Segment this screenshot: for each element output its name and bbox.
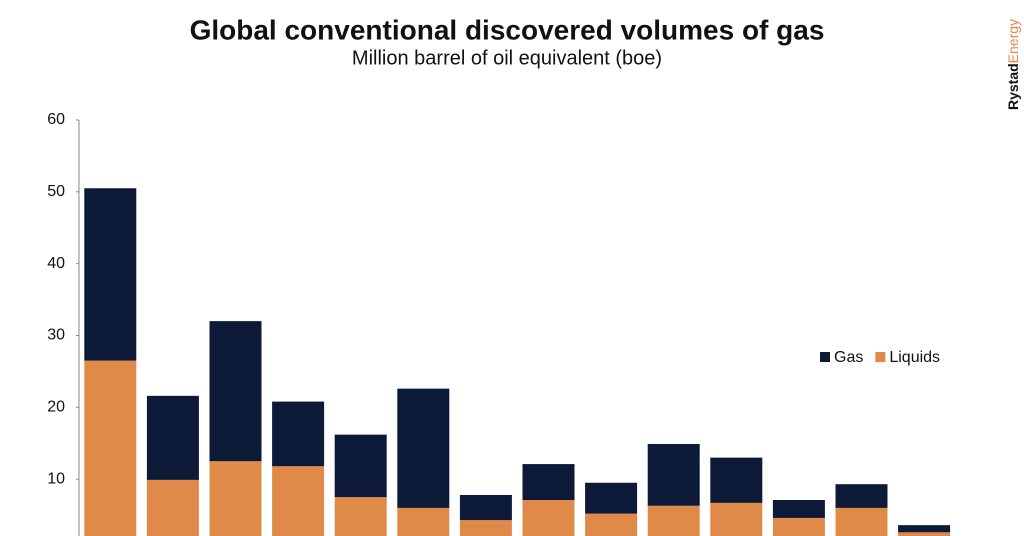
legend-swatch: [820, 352, 830, 362]
bar-segment: [772, 499, 825, 518]
bar-segment: [898, 532, 951, 536]
bar-segment: [84, 360, 137, 536]
legend-swatch: [875, 352, 886, 362]
y-tick-label: 30: [47, 327, 65, 344]
bar-segment: [84, 188, 137, 361]
bar-segment: [209, 321, 262, 462]
logo: RystadEnergy: [1005, 19, 1021, 110]
bar-segment: [522, 499, 575, 536]
bar-segment: [585, 513, 638, 536]
logo-part: Energy: [1005, 19, 1021, 63]
bar-segment: [146, 395, 199, 480]
chart-title: Global conventional discovered volumes o…: [190, 14, 825, 45]
legend-label: Gas: [834, 349, 863, 366]
logo-part: Rystad: [1005, 63, 1021, 110]
bar-segment: [710, 502, 763, 536]
y-tick-label: 50: [47, 183, 65, 200]
y-tick-label: 60: [47, 111, 65, 128]
bar-segment: [146, 479, 199, 536]
bar-segment: [209, 461, 262, 536]
bar-segment: [647, 505, 700, 536]
bar-segment: [835, 484, 888, 508]
bar-segment: [772, 517, 825, 536]
legend-label: Liquids: [889, 349, 940, 366]
y-tick-label: 10: [47, 470, 65, 487]
bar-segment: [835, 507, 888, 536]
chart-subtitle: Million barrel of oil equivalent (boe): [352, 47, 662, 69]
bar-segment: [334, 497, 387, 536]
bar-segment: [459, 520, 512, 536]
bar-segment: [585, 482, 638, 514]
bar-segment: [397, 388, 450, 508]
bar-segment: [272, 401, 325, 467]
y-tick-label: 20: [47, 399, 65, 416]
bar-segment: [334, 434, 387, 498]
bar-segment: [459, 494, 512, 521]
bar-segment: [647, 443, 700, 506]
bar-segment: [898, 525, 951, 533]
y-tick-label: 40: [47, 255, 65, 272]
bar-segment: [710, 457, 763, 503]
bar-segment: [272, 466, 325, 536]
bar-segment: [522, 464, 575, 500]
bar-segment: [397, 507, 450, 536]
